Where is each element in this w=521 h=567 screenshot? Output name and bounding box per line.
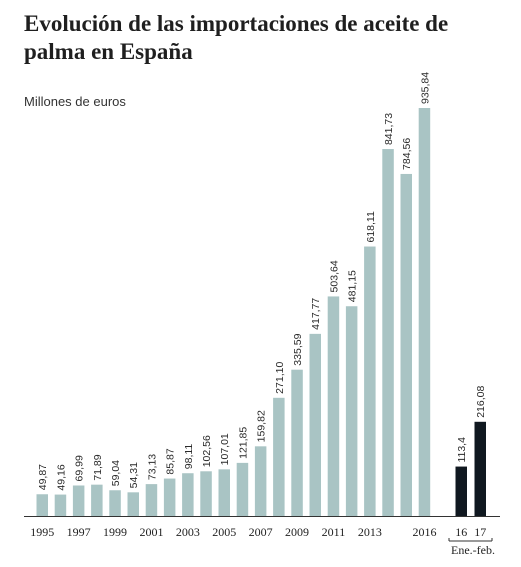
bar-2002-value-label: 85,87 [165,448,177,474]
x-tick-2001: 2001 [139,525,163,539]
bar-2000-value-label: 54,31 [128,462,140,488]
period-label: Ene.-feb. [451,543,495,557]
bar-2002 [163,478,176,516]
bar-2008 [273,397,285,516]
bar-2010-value-label: 417,77 [310,298,322,330]
bar-1998 [91,484,103,516]
bar-eneFeb-16-value-label: 113,4 [456,437,468,463]
bars-group [36,108,486,517]
x-tick-2003: 2003 [176,525,200,539]
bar-2014-value-label: 841,73 [383,113,395,145]
bar-1995-value-label: 49,87 [37,464,49,490]
bar-2016-value-label: 935,84 [419,72,431,104]
bar-2010 [309,333,321,516]
bar-2000 [127,492,139,516]
bar-2016 [418,108,431,516]
bar-2011 [327,296,340,516]
bar-2012 [345,306,358,516]
bar-2007 [254,446,267,516]
x-tick-eneFeb-17: 17 [474,525,486,539]
bar-1996-value-label: 49,16 [55,464,67,490]
x-tick-1999: 1999 [103,525,127,539]
bar-eneFeb-17 [474,421,486,516]
x-tick-1995: 1995 [30,525,54,539]
bar-2005 [218,469,230,516]
x-tick-1997: 1997 [67,525,91,539]
x-tick-2009: 2009 [285,525,309,539]
bar-2006 [236,462,249,516]
x-tick-eneFeb-16: 16 [455,525,467,539]
value-labels-group: 49,87 49,16 69,99 71,89 59,04 54,31 73,13 85,87… [37,72,487,491]
x-tick-2013: 2013 [358,525,382,539]
bar-2013-value-label: 618,11 [365,211,377,242]
bar-eneFeb-16 [455,466,467,516]
bar-1998-value-label: 71,89 [92,454,104,480]
bar-2004-value-label: 102,56 [201,435,213,467]
bar-2015 [400,173,412,516]
bar-2001-value-label: 73,13 [146,454,158,480]
bar-2009-value-label: 335,59 [292,333,304,365]
bar-2004 [200,471,212,516]
bar-2005-value-label: 107,01 [219,433,231,465]
bar-1996 [54,494,67,516]
bar-eneFeb-17-value-label: 216,08 [475,386,487,418]
bar-1997 [72,485,85,516]
unit-label: Millones de euros [24,94,126,109]
bar-1997-value-label: 69,99 [74,455,86,481]
x-tick-2005: 2005 [212,525,236,539]
bar-2006-value-label: 121,85 [237,427,249,459]
chart-title: Evolución de las importaciones de aceite… [24,11,449,64]
bar-2008-value-label: 271,10 [274,362,286,394]
bar-2011-value-label: 503,64 [328,260,340,292]
bar-2001 [145,484,158,516]
bar-2015-value-label: 784,56 [401,138,413,170]
bar-2003-value-label: 98,11 [183,444,195,470]
bar-1999 [109,490,121,516]
x-tick-2016: 2016 [412,525,436,539]
bar-2003 [182,473,194,516]
bar-1995 [36,494,48,516]
bar-2007-value-label: 159,82 [256,410,268,442]
bar-2014 [382,149,394,516]
bar-2013 [364,246,376,517]
bar-1999-value-label: 59,04 [110,460,122,486]
bar-2012-value-label: 481,15 [347,270,359,302]
x-tick-2007: 2007 [249,525,273,539]
x-ticks-group: 1995 1997 1999 2001 2003 2005 2007 2009 2011 2013… [30,525,493,542]
bar-2009 [291,369,303,516]
x-tick-2011: 2011 [322,525,346,539]
